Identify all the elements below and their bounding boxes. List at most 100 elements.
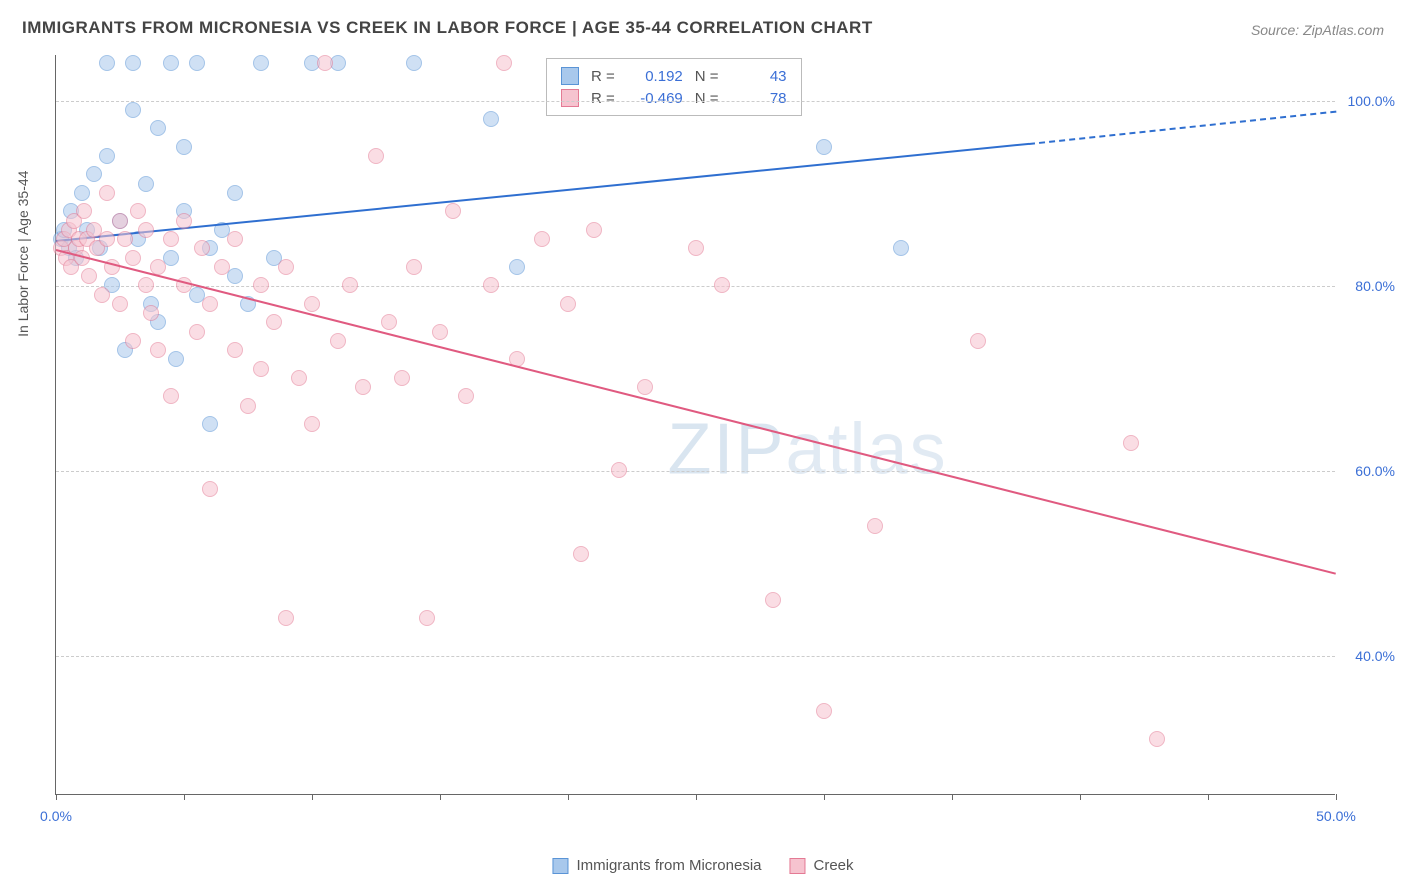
- scatter-point: [240, 398, 256, 414]
- watermark-text-a: ZIP: [667, 409, 785, 489]
- scatter-point: [432, 324, 448, 340]
- scatter-point: [637, 379, 653, 395]
- scatter-point: [194, 240, 210, 256]
- scatter-point: [138, 277, 154, 293]
- scatter-point: [163, 55, 179, 71]
- scatter-point: [117, 231, 133, 247]
- legend-item-b: Creek: [790, 857, 854, 874]
- x-tick-label: 0.0%: [40, 808, 72, 824]
- scatter-point: [355, 379, 371, 395]
- x-tick: [184, 794, 185, 800]
- scatter-point: [125, 102, 141, 118]
- scatter-point: [330, 333, 346, 349]
- watermark-text-b: atlas: [786, 409, 948, 489]
- x-tick: [1336, 794, 1337, 800]
- trend-line-dashed: [1029, 111, 1336, 145]
- scatter-point: [573, 546, 589, 562]
- scatter-point: [419, 610, 435, 626]
- scatter-point: [867, 518, 883, 534]
- scatter-point: [99, 55, 115, 71]
- source-label: Source: ZipAtlas.com: [1251, 22, 1384, 38]
- scatter-point: [688, 240, 704, 256]
- scatter-point: [227, 231, 243, 247]
- scatter-point: [176, 213, 192, 229]
- scatter-point: [163, 231, 179, 247]
- gridline: [56, 101, 1335, 102]
- scatter-point: [342, 277, 358, 293]
- stats-row-a: R = 0.192 N = 43: [561, 65, 787, 87]
- legend-label-a: Immigrants from Micronesia: [576, 857, 761, 874]
- scatter-point: [227, 185, 243, 201]
- x-tick: [824, 794, 825, 800]
- scatter-point: [202, 481, 218, 497]
- scatter-point: [94, 287, 110, 303]
- chart-title: IMMIGRANTS FROM MICRONESIA VS CREEK IN L…: [22, 18, 873, 38]
- chart-container: IMMIGRANTS FROM MICRONESIA VS CREEK IN L…: [0, 0, 1406, 892]
- x-tick: [312, 794, 313, 800]
- scatter-point: [253, 361, 269, 377]
- stats-n-label: N =: [695, 90, 719, 107]
- scatter-point: [509, 259, 525, 275]
- scatter-point: [99, 148, 115, 164]
- y-tick-label: 40.0%: [1340, 648, 1395, 664]
- scatter-point: [765, 592, 781, 608]
- scatter-point: [163, 388, 179, 404]
- stats-r-val-a: 0.192: [627, 68, 683, 85]
- scatter-point: [1123, 435, 1139, 451]
- scatter-point: [816, 703, 832, 719]
- scatter-point: [86, 166, 102, 182]
- scatter-point: [138, 222, 154, 238]
- stats-r-label: R =: [591, 90, 615, 107]
- watermark: ZIPatlas: [667, 408, 947, 490]
- legend-swatch-a: [552, 858, 568, 874]
- scatter-point: [112, 296, 128, 312]
- scatter-point: [74, 185, 90, 201]
- scatter-point: [560, 296, 576, 312]
- scatter-point: [125, 55, 141, 71]
- scatter-point: [816, 139, 832, 155]
- x-tick: [1080, 794, 1081, 800]
- scatter-point: [189, 324, 205, 340]
- legend-swatch-b: [790, 858, 806, 874]
- scatter-point: [278, 259, 294, 275]
- x-tick: [952, 794, 953, 800]
- scatter-point: [483, 111, 499, 127]
- scatter-point: [253, 277, 269, 293]
- x-tick: [440, 794, 441, 800]
- scatter-point: [714, 277, 730, 293]
- scatter-point: [150, 259, 166, 275]
- x-tick: [56, 794, 57, 800]
- trend-line: [56, 143, 1029, 242]
- scatter-point: [138, 176, 154, 192]
- y-tick-label: 60.0%: [1340, 463, 1395, 479]
- scatter-point: [970, 333, 986, 349]
- scatter-point: [893, 240, 909, 256]
- stats-r-val-b: -0.469: [627, 90, 683, 107]
- scatter-point: [253, 55, 269, 71]
- stats-row-b: R = -0.469 N = 78: [561, 87, 787, 109]
- scatter-point: [143, 305, 159, 321]
- legend-label-b: Creek: [814, 857, 854, 874]
- scatter-point: [150, 120, 166, 136]
- scatter-point: [445, 203, 461, 219]
- scatter-point: [202, 416, 218, 432]
- scatter-point: [394, 370, 410, 386]
- y-tick-label: 80.0%: [1340, 278, 1395, 294]
- stats-box: R = 0.192 N = 43 R = -0.469 N = 78: [546, 58, 802, 116]
- scatter-point: [278, 610, 294, 626]
- scatter-point: [227, 342, 243, 358]
- scatter-point: [99, 231, 115, 247]
- scatter-point: [130, 203, 146, 219]
- scatter-point: [227, 268, 243, 284]
- stats-swatch-b: [561, 89, 579, 107]
- scatter-point: [202, 296, 218, 312]
- scatter-point: [99, 185, 115, 201]
- legend-bottom: Immigrants from Micronesia Creek: [552, 857, 853, 874]
- gridline: [56, 286, 1335, 287]
- scatter-point: [176, 139, 192, 155]
- plot-area: ZIPatlas R = 0.192 N = 43 R = -0.469 N =…: [55, 55, 1335, 795]
- scatter-point: [125, 333, 141, 349]
- scatter-point: [534, 231, 550, 247]
- scatter-point: [81, 268, 97, 284]
- stats-swatch-a: [561, 67, 579, 85]
